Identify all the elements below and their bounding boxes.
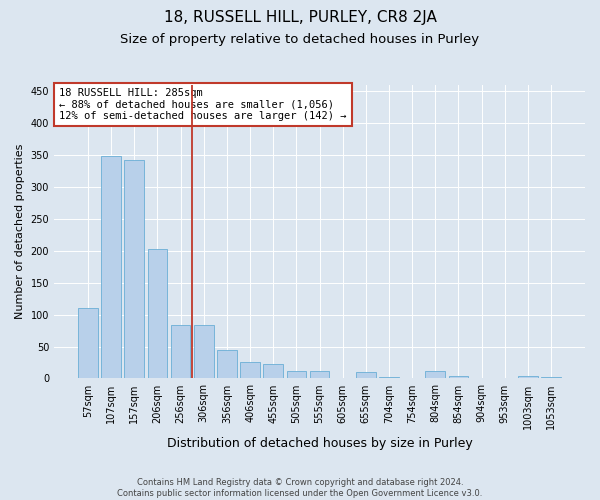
Bar	[78, 308, 98, 378]
Bar	[425, 371, 445, 378]
Text: 18, RUSSELL HILL, PURLEY, CR8 2JA: 18, RUSSELL HILL, PURLEY, CR8 2JA	[164, 10, 436, 25]
Bar	[124, 160, 144, 378]
Bar	[148, 249, 167, 378]
Y-axis label: Number of detached properties: Number of detached properties	[15, 144, 25, 320]
Text: 18 RUSSELL HILL: 285sqm
← 88% of detached houses are smaller (1,056)
12% of semi: 18 RUSSELL HILL: 285sqm ← 88% of detache…	[59, 88, 347, 121]
Bar	[101, 156, 121, 378]
Bar	[217, 350, 237, 378]
Bar	[379, 377, 399, 378]
Bar	[171, 326, 190, 378]
Text: Contains HM Land Registry data © Crown copyright and database right 2024.
Contai: Contains HM Land Registry data © Crown c…	[118, 478, 482, 498]
Bar	[310, 372, 329, 378]
Bar	[287, 371, 306, 378]
X-axis label: Distribution of detached houses by size in Purley: Distribution of detached houses by size …	[167, 437, 472, 450]
Bar	[263, 364, 283, 378]
Bar	[449, 376, 468, 378]
Bar	[356, 372, 376, 378]
Bar	[240, 362, 260, 378]
Text: Size of property relative to detached houses in Purley: Size of property relative to detached ho…	[121, 32, 479, 46]
Bar	[541, 377, 561, 378]
Bar	[194, 326, 214, 378]
Bar	[518, 376, 538, 378]
